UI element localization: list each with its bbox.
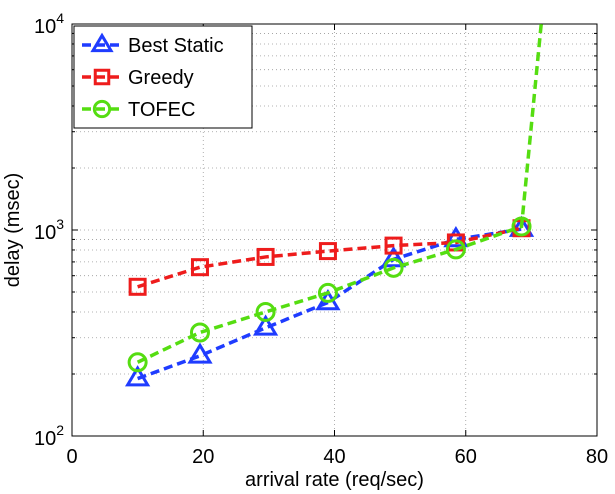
y-tick-label: 102 bbox=[34, 422, 64, 450]
legend-label: TOFEC bbox=[128, 99, 195, 121]
triangle-marker bbox=[380, 245, 407, 268]
x-tick-label: 60 bbox=[455, 446, 477, 468]
triangle-marker bbox=[90, 32, 114, 53]
square-marker bbox=[93, 68, 111, 86]
x-tick-label: 40 bbox=[323, 446, 345, 468]
legend-label: Best Static bbox=[128, 35, 224, 57]
circle-marker bbox=[255, 301, 276, 322]
y-tick-exponent: 4 bbox=[56, 10, 64, 26]
series-line bbox=[137, 226, 522, 289]
y-tick-label: 103 bbox=[34, 216, 64, 244]
square-marker bbox=[384, 236, 403, 255]
series-line bbox=[136, 23, 543, 364]
circle-marker bbox=[317, 282, 338, 303]
triangle-marker bbox=[443, 225, 469, 248]
legend-label: Greedy bbox=[128, 67, 194, 89]
y-tick-base: 10 bbox=[34, 428, 56, 450]
y-tick-exponent: 2 bbox=[56, 422, 64, 438]
circle-marker bbox=[92, 99, 112, 119]
triangle-marker bbox=[252, 314, 279, 336]
x-axis-label: arrival rate (req/sec) bbox=[245, 469, 424, 491]
circle-marker bbox=[383, 257, 404, 278]
series-tofec bbox=[127, 23, 543, 373]
x-tick-label: 20 bbox=[192, 446, 214, 468]
triangle-marker bbox=[187, 342, 213, 364]
y-tick-base: 10 bbox=[34, 222, 56, 244]
square-marker bbox=[190, 258, 209, 277]
series bbox=[124, 23, 543, 387]
square-marker bbox=[128, 277, 147, 296]
y-axis-label: delay (msec) bbox=[2, 173, 24, 287]
y-tick-exponent: 3 bbox=[56, 216, 64, 232]
legend-entry: Greedy bbox=[82, 67, 194, 89]
legend: Best Static Greedy TOFEC bbox=[73, 25, 253, 129]
square-marker bbox=[318, 242, 337, 261]
y-tick-base: 10 bbox=[34, 16, 56, 38]
circle-marker bbox=[445, 239, 466, 260]
triangle-marker bbox=[124, 365, 151, 387]
circle-marker bbox=[511, 216, 532, 237]
legend-entry: Best Static bbox=[82, 32, 224, 57]
x-tick-label: 80 bbox=[586, 446, 608, 468]
square-marker bbox=[256, 247, 275, 266]
x-tick-label: 0 bbox=[66, 446, 77, 468]
y-tick-label: 104 bbox=[34, 10, 64, 38]
circle-marker bbox=[189, 322, 210, 343]
legend-entry: TOFEC bbox=[82, 99, 195, 121]
circle-marker bbox=[127, 352, 148, 373]
